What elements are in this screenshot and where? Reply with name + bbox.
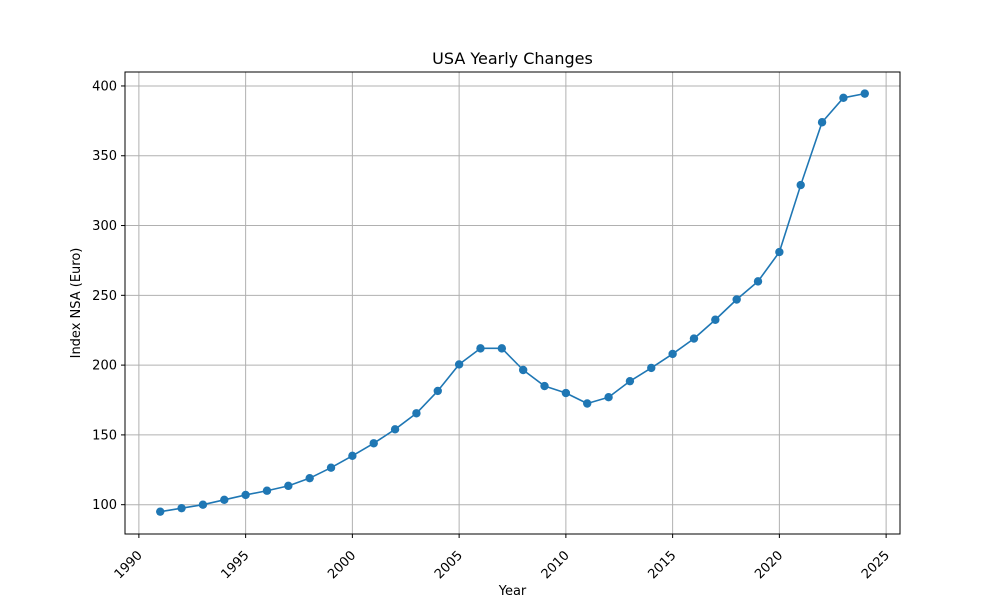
data-point: [540, 381, 549, 391]
x-tick-label: 1990: [112, 548, 146, 582]
x-tick-label: 2010: [539, 548, 573, 582]
y-axis-label: Index NSA (Euro): [69, 248, 84, 359]
axis-ticks: 1990 1995 2000 2005 2010 2015 2020 2025 100 150 20…: [92, 79, 893, 582]
data-point: [583, 399, 592, 408]
data-point: [476, 344, 485, 353]
series-line: [160, 92, 865, 513]
data-point: [817, 118, 827, 127]
data-point: [177, 503, 186, 513]
data-point: [647, 363, 656, 373]
data-point: [711, 315, 720, 324]
series-layer: [156, 89, 869, 516]
y-tick-label: 150: [92, 428, 117, 443]
data-point: [753, 277, 763, 286]
data-point: [625, 376, 635, 386]
data-point: [668, 349, 677, 359]
x-tick-label: 1995: [218, 548, 252, 582]
data-point: [433, 386, 442, 396]
data-point: [775, 247, 784, 257]
y-tick-label: 100: [92, 498, 117, 513]
data-point: [390, 425, 400, 434]
y-tick-label: 200: [92, 359, 117, 374]
y-tick-label: 300: [92, 219, 117, 234]
y-tick-label: 350: [92, 149, 117, 164]
data-point: [860, 89, 869, 98]
data-point: [220, 495, 229, 505]
data-point: [305, 473, 314, 483]
data-point: [262, 486, 272, 495]
data-point: [412, 409, 421, 418]
data-point: [454, 360, 464, 369]
data-point: [369, 439, 378, 448]
plot-frame: [124, 71, 901, 535]
data-point: [156, 507, 165, 516]
x-tick-label: 2005: [432, 548, 466, 582]
data-point: [732, 295, 741, 304]
data-point: [241, 490, 250, 500]
x-axis-label: Year: [498, 584, 527, 599]
x-tick-label: 2020: [752, 548, 786, 582]
x-tick-label: 2015: [645, 548, 679, 582]
data-point: [796, 180, 805, 190]
x-tick-label: 2000: [325, 548, 359, 582]
data-point: [518, 365, 528, 375]
data-point: [839, 93, 848, 103]
data-point: [604, 393, 613, 402]
y-tick-label: 250: [92, 289, 117, 304]
x-tick-label: 2025: [859, 548, 893, 582]
data-point: [561, 388, 571, 398]
y-tick-label: 400: [92, 79, 117, 94]
chart-title: USA Yearly Changes: [432, 49, 593, 68]
data-point: [497, 344, 507, 353]
data-point: [689, 334, 699, 343]
data-point: [284, 481, 293, 491]
data-point: [326, 463, 336, 472]
data-point: [198, 500, 208, 509]
grid: [125, 72, 900, 534]
data-point: [348, 451, 357, 461]
